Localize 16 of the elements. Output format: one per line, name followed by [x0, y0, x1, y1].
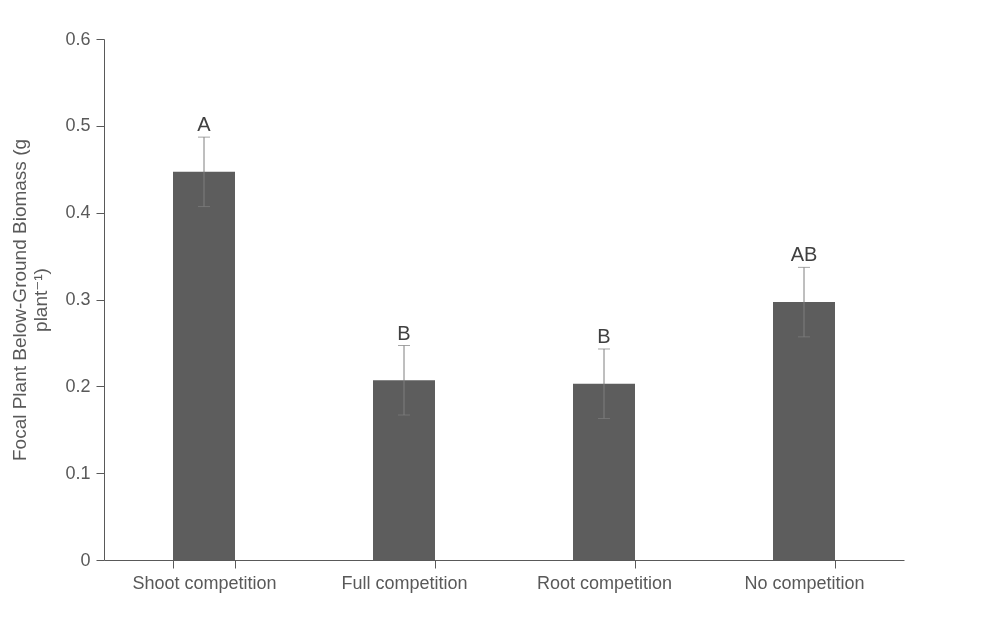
y-tick-label: 0.2 — [65, 375, 91, 396]
y-tick-label: 0.6 — [65, 28, 91, 49]
y-tick-label: 0.3 — [65, 289, 91, 309]
y-axis-title: Focal Plant Below-Ground Biomass (g plant⁻¹) — [9, 138, 52, 462]
annotation: AB — [790, 243, 818, 266]
x-tick-label: Full competition — [341, 572, 468, 593]
y-tick-label: 0.1 — [65, 462, 91, 483]
y-tick-label: 0.5 — [65, 115, 91, 136]
annotation: B — [597, 324, 611, 347]
annotation: A — [197, 113, 212, 136]
y-tick-label: 0.4 — [65, 202, 91, 223]
annotation: B — [397, 321, 411, 344]
x-tick-label: No competition — [744, 572, 865, 593]
x-tick-label: Root competition — [536, 572, 673, 593]
x-tick-label: Shoot competition — [132, 572, 277, 593]
y-tick-label: 0 — [80, 549, 91, 570]
